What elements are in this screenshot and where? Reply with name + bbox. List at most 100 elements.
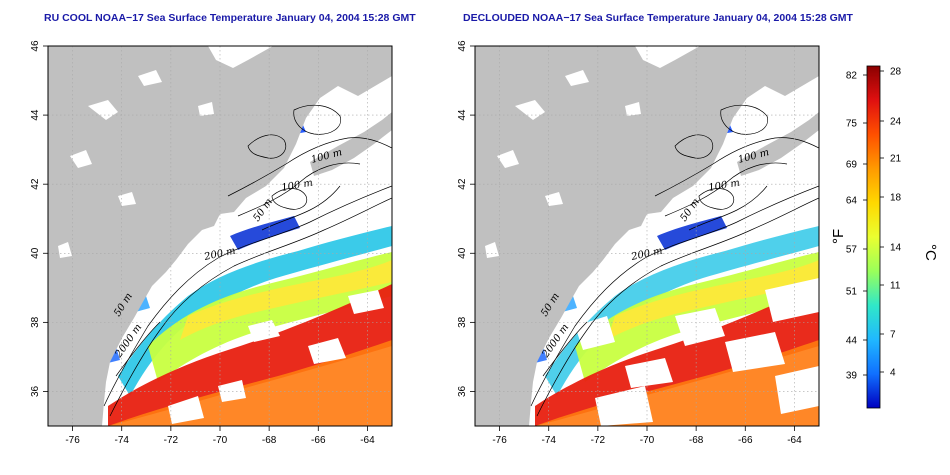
y-tick-label: 42 xyxy=(30,178,41,190)
bathymetry-contour xyxy=(654,137,819,197)
lake-shape xyxy=(497,150,519,168)
colorbar-f-tick-label: 51 xyxy=(846,287,858,298)
right-map-panel: 100 m 100 m 50 m 200 m 50 m 2000 m -76 -7… xyxy=(457,40,820,446)
colorbar-gradient xyxy=(866,65,881,409)
sst-patch xyxy=(595,386,653,426)
x-tick-label: -74 xyxy=(541,435,556,446)
x-tick-label: -74 xyxy=(114,435,129,446)
left-map-panel: 100 m 100 m 50 m 200 m 50 m 2000 m -76 -7… xyxy=(30,40,393,446)
bathymetry-contour xyxy=(674,134,714,159)
right-sst-field xyxy=(525,118,819,426)
left-land-mass xyxy=(48,46,392,426)
land-shape xyxy=(48,46,392,426)
y-tick-label: 44 xyxy=(457,109,468,121)
colorbar-f-tick-label: 64 xyxy=(846,196,858,207)
colorbar-f-tick-label: 39 xyxy=(846,371,858,382)
sst-patch xyxy=(725,332,785,372)
y-tick-label: 46 xyxy=(457,40,468,52)
lake-shape xyxy=(515,100,545,120)
y-tick-label: 44 xyxy=(30,109,41,121)
left-y-axis: 36 38 40 42 44 46 xyxy=(30,40,48,397)
y-tick-label: 36 xyxy=(30,385,41,397)
x-tick-label: -64 xyxy=(360,435,375,446)
bathymetry-contour xyxy=(109,197,392,417)
colorbar-celsius-ticks: 28 24 21 18 14 11 7 4 xyxy=(880,67,902,379)
colorbar-f-tick-label: 69 xyxy=(846,160,858,171)
left-contour-label-100m-b: 100 m xyxy=(281,178,314,194)
sst-patch xyxy=(348,290,384,314)
bathymetry-contour xyxy=(227,137,392,197)
land-shape xyxy=(310,112,392,176)
y-tick-label: 38 xyxy=(30,316,41,328)
colorbar-celsius-unit: °C xyxy=(922,244,939,261)
bathymetry-contour xyxy=(271,188,308,210)
sst-patch xyxy=(108,284,392,426)
land-shape xyxy=(737,112,819,176)
colorbar-f-tick-label: 75 xyxy=(846,119,858,130)
colorbar-c-tick-label: 28 xyxy=(890,67,902,78)
y-tick-label: 38 xyxy=(457,316,468,328)
lake-shape xyxy=(198,102,214,116)
sst-patch xyxy=(118,226,392,396)
lake-shape xyxy=(485,242,499,258)
right-panel-title: DECLOUDED NOAA−17 Sea Surface Temperatur… xyxy=(463,12,854,24)
bathymetry-contour xyxy=(542,321,588,377)
land-shape xyxy=(775,50,819,76)
right-bathymetry-contours xyxy=(530,104,819,417)
left-grid-lines xyxy=(48,46,392,426)
colorbar-c-tick-label: 21 xyxy=(890,154,902,165)
right-x-axis: -76 -74 -72 -70 -68 -66 -64 xyxy=(492,426,802,446)
bathymetry-contour xyxy=(530,185,819,407)
right-grid-lines xyxy=(475,46,819,426)
sst-patch xyxy=(248,320,280,342)
sst-patch xyxy=(625,358,673,388)
colorbar-f-tick-label: 82 xyxy=(846,71,858,82)
colorbar-c-tick-label: 4 xyxy=(890,368,896,379)
colorbar-c-tick-label: 7 xyxy=(890,330,896,341)
bathymetry-contour xyxy=(115,321,161,377)
x-tick-label: -68 xyxy=(689,435,704,446)
bathymetry-contour xyxy=(664,162,788,217)
sst-patch xyxy=(675,308,725,346)
right-land-mass xyxy=(475,46,819,426)
colorbar-c-tick-label: 18 xyxy=(890,193,902,204)
colorbar-fahrenheit-ticks: 82 75 69 64 57 51 44 39 xyxy=(846,71,867,382)
sst-patch xyxy=(607,260,819,340)
land-shape xyxy=(475,46,819,426)
colorbar-c-tick-label: 24 xyxy=(890,117,902,128)
lake-shape xyxy=(545,192,563,206)
bathymetry-contour xyxy=(698,188,735,210)
sst-patch xyxy=(775,366,819,414)
y-tick-label: 46 xyxy=(30,40,41,52)
bathymetry-contour xyxy=(688,185,768,231)
x-tick-label: -70 xyxy=(640,435,655,446)
sst-patch xyxy=(308,338,346,364)
left-panel-title: RU COOL NOAA−17 Sea Surface Temperature … xyxy=(44,12,416,24)
x-tick-label: -70 xyxy=(213,435,228,446)
bathymetry-contour xyxy=(103,185,392,407)
lake-shape xyxy=(565,70,589,86)
bathymetry-contour xyxy=(237,162,361,217)
left-bathymetry-contours xyxy=(103,104,392,417)
bathymetry-contour xyxy=(261,185,341,231)
sst-patch xyxy=(657,216,727,250)
x-tick-label: -76 xyxy=(492,435,507,446)
y-tick-label: 40 xyxy=(30,247,41,259)
right-y-axis: 36 38 40 42 44 46 xyxy=(457,40,475,397)
lake-shape xyxy=(88,100,118,120)
right-map-content xyxy=(475,46,819,426)
left-map-content xyxy=(48,46,392,426)
colorbar-fahrenheit-unit: °F xyxy=(830,229,847,244)
sst-patch xyxy=(168,396,204,424)
x-tick-label: -68 xyxy=(262,435,277,446)
bathymetry-contour xyxy=(293,104,342,135)
x-tick-label: -66 xyxy=(311,435,326,446)
x-tick-label: -76 xyxy=(65,435,80,446)
sst-patch xyxy=(230,216,300,250)
sst-patch xyxy=(218,380,246,402)
lake-shape xyxy=(118,192,136,206)
right-contour-label-100m-b: 100 m xyxy=(708,178,741,194)
bathymetry-contour xyxy=(536,197,819,417)
lake-shape xyxy=(58,242,72,258)
